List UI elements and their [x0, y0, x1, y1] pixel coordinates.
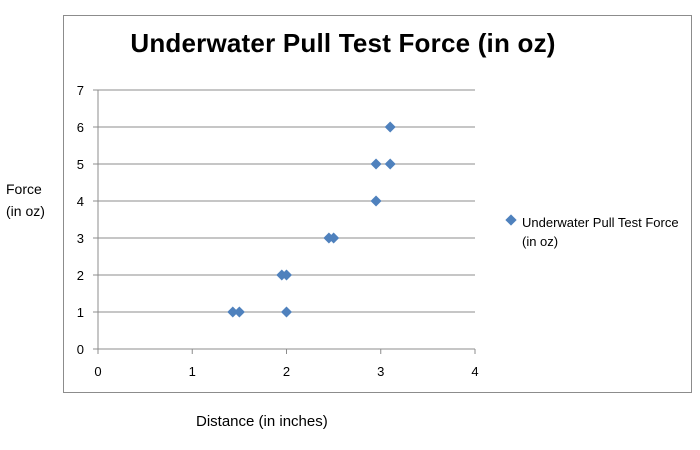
x-tick-label-3: 3: [377, 364, 384, 379]
data-point-0-2: [281, 306, 292, 318]
chart-title: Underwater Pull Test Force (in oz): [130, 28, 556, 58]
y-tick-label-1: 1: [77, 305, 84, 320]
y-tick-label-7: 7: [77, 83, 84, 98]
x-tick-label-2: 2: [283, 364, 290, 379]
data-point-0-7: [370, 195, 382, 207]
data-point-0-9: [384, 158, 396, 170]
data-point-0-10: [384, 121, 396, 133]
legend-label: Underwater Pull Test Force (in oz): [522, 215, 679, 249]
x-tick-label-1: 1: [189, 364, 196, 379]
data-point-0-6: [328, 232, 340, 244]
data-points: [227, 121, 396, 318]
y-tick-label-5: 5: [77, 157, 84, 172]
x-tick-label-0: 0: [94, 364, 101, 379]
y-tick-label-6: 6: [77, 120, 84, 135]
axes: [93, 89, 476, 354]
y-tick-label-2: 2: [77, 268, 84, 283]
tick-labels: 0 1 2 3 4 5 6 7 0 1 2 3 4: [77, 83, 479, 379]
data-point-0-4: [281, 269, 292, 281]
x-tick-label-4: 4: [471, 364, 478, 379]
y-tick-label-4: 4: [77, 194, 84, 209]
data-point-0-8: [370, 158, 382, 170]
y-axis-label: Force (in oz): [6, 178, 62, 222]
y-tick-label-0: 0: [77, 342, 84, 357]
data-point-0-0: [227, 306, 239, 318]
y-axis-label-line-1: Force: [6, 181, 42, 197]
data-point-0-1: [233, 306, 245, 318]
y-tick-label-3: 3: [77, 231, 84, 246]
x-axis-label: Distance (in inches): [196, 413, 328, 430]
y-axis-label-line-2: (in oz): [6, 203, 45, 219]
